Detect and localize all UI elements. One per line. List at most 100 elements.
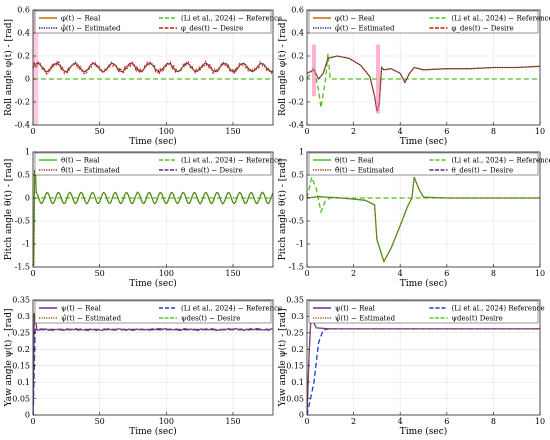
x-axis-label: Time (sec) <box>400 278 448 289</box>
yaw-long-plot: 0 50 100 150 0 0.05 0.1 0.15 0.2 0.25 0.3 0.35 Time … <box>3 296 282 437</box>
legend-entry: θ̂(t) − Estimated <box>61 166 120 175</box>
y-tick-label: 0.35 <box>286 296 304 305</box>
legend-entry: φ_des(t) − Desire <box>452 25 514 33</box>
legend-entry: φ̂(t) − Estimated <box>335 24 395 33</box>
y-tick-label: 0.3 <box>291 312 304 321</box>
pitch-short-plot: 0 2 4 6 8 10 -1.5 -1 -0.5 0 0.5 1 Time (sec) Pitch an… <box>277 148 550 289</box>
x-tick-label: 50 <box>95 417 105 426</box>
x-axis-label: Time (sec) <box>129 278 177 289</box>
y-tick-label: -1 <box>22 240 30 249</box>
estimated-line <box>307 55 540 112</box>
legend-box <box>34 300 272 324</box>
y-tick-label: 1 <box>25 148 30 157</box>
x-axis-label: Time (sec) <box>400 136 448 147</box>
x-tick-label: 4 <box>398 417 403 426</box>
y-tick-label: 0.2 <box>17 345 30 354</box>
y-tick-label: 0.4 <box>291 29 304 38</box>
x-tick-label: 8 <box>491 127 496 136</box>
transient-band <box>376 44 381 114</box>
y-tick-label: -0.4 <box>289 121 304 130</box>
y-tick-label: -0.4 <box>15 121 30 130</box>
legend-box <box>34 10 272 34</box>
legend-box <box>34 152 272 176</box>
legend-entry: ψ̂(t) − Estimated <box>335 314 396 323</box>
x-axis-label: Time (sec) <box>129 426 177 437</box>
y-axis-label: Yaw angle ψ(t) - [rad] <box>3 308 14 407</box>
x-tick-label: 2 <box>351 269 356 278</box>
legend-entry: (Li et al., 2024) − Reference <box>452 15 550 23</box>
x-tick-label: 6 <box>444 417 449 426</box>
legend-box <box>308 10 539 34</box>
legend-entry: ψ(t) − Real <box>335 305 376 313</box>
y-tick-label: 0.25 <box>12 329 30 338</box>
y-axis-label: Roll angle φ(t) - [rad] <box>3 19 14 116</box>
legend-entry: θ(t) − Real <box>335 157 374 165</box>
reference-line <box>307 53 540 108</box>
y-tick-label: -0.5 <box>15 217 30 226</box>
series-group <box>33 169 273 266</box>
series-group <box>33 312 273 415</box>
y-tick-label: 0 <box>299 194 304 203</box>
x-tick-label: 4 <box>398 127 403 136</box>
legend: φ(t) − Real (Li et al., 2024) − Reference… <box>308 10 550 34</box>
plot-frame <box>32 299 274 416</box>
y-tick-label: -0.5 <box>289 217 304 226</box>
x-tick-label: 0 <box>304 417 309 426</box>
legend-entry: (Li et al., 2024) − Reference <box>181 15 282 23</box>
legend-entry: (Li et al., 2024) Reference <box>452 305 545 313</box>
x-tick-label: 0 <box>304 127 309 136</box>
x-tick-label: 4 <box>398 269 403 278</box>
legend-entry: (Li et al., 2024) − Reference <box>181 157 282 165</box>
x-tick-label: 2 <box>351 127 356 136</box>
x-tick-label: 2 <box>351 417 356 426</box>
x-tick-label: 8 <box>491 417 496 426</box>
y-tick-label: 0 <box>299 411 304 420</box>
x-tick-label: 150 <box>225 127 240 136</box>
y-axis-label: Pitch angle θ(t) - [rad] <box>277 159 288 261</box>
y-tick-label: 0 <box>299 75 304 84</box>
legend: ψ(t) − Real (Li et al., 2024) − Reference… <box>34 300 282 324</box>
y-tick-label: 0.2 <box>291 52 304 61</box>
y-tick-label: 0.2 <box>291 345 304 354</box>
y-tick-label: -1.5 <box>289 263 304 272</box>
y-tick-label: 0 <box>25 411 30 420</box>
y-axis-label: Roll angle φ(t) - [rad] <box>277 19 288 116</box>
y-tick-label: 0.15 <box>286 361 304 370</box>
x-tick-label: 50 <box>95 269 105 278</box>
legend-entry: θ_des(t) − Desire <box>181 167 243 175</box>
legend: ψ(t) − Real (Li et al., 2024) Reference ψ̂… <box>308 300 545 324</box>
y-axis-label: Pitch angle θ(t) - [rad] <box>3 159 14 261</box>
x-axis-label: Time (sec) <box>129 136 177 147</box>
y-tick-label: 0.4 <box>17 29 30 38</box>
x-axis-label: Time (sec) <box>400 426 448 437</box>
x-tick-label: 10 <box>535 269 545 278</box>
x-tick-label: 10 <box>535 417 545 426</box>
pitch-long-plot: 0 50 100 150 -1.5 -1 -0.5 0 0.5 1 Time (sec) Pitch … <box>3 148 282 289</box>
plot-frame <box>32 9 274 126</box>
y-tick-label: 0.5 <box>291 171 304 180</box>
x-tick-label: 150 <box>225 269 240 278</box>
reference-line <box>307 175 540 215</box>
x-tick-label: 150 <box>225 417 240 426</box>
legend-entry: ψ(t) − Real <box>61 305 102 313</box>
y-tick-label: -1 <box>296 240 304 249</box>
x-tick-label: 100 <box>159 417 174 426</box>
y-tick-label: 1 <box>299 148 304 157</box>
legend-box <box>308 300 539 324</box>
x-tick-label: 50 <box>95 127 105 136</box>
x-tick-label: 0 <box>30 269 35 278</box>
x-tick-label: 6 <box>444 127 449 136</box>
transient-band <box>311 44 316 97</box>
roll-long-plot: 0 50 100 150 -0.4 -0.2 0 0.2 0.4 0.6 Time (sec) Rol… <box>3 6 282 147</box>
y-tick-label: -1.5 <box>15 263 30 272</box>
legend-entry: (Li et al., 2024) − Reference <box>452 157 550 165</box>
y-tick-label: 0.05 <box>12 394 30 403</box>
y-tick-label: 0.5 <box>17 171 30 180</box>
x-tick-label: 100 <box>159 127 174 136</box>
x-tick-label: 10 <box>535 127 545 136</box>
series-group <box>307 44 540 114</box>
legend-entry: φ(t) − Real <box>335 15 375 23</box>
y-tick-label: 0.6 <box>291 6 304 15</box>
plot-frame <box>306 9 541 126</box>
